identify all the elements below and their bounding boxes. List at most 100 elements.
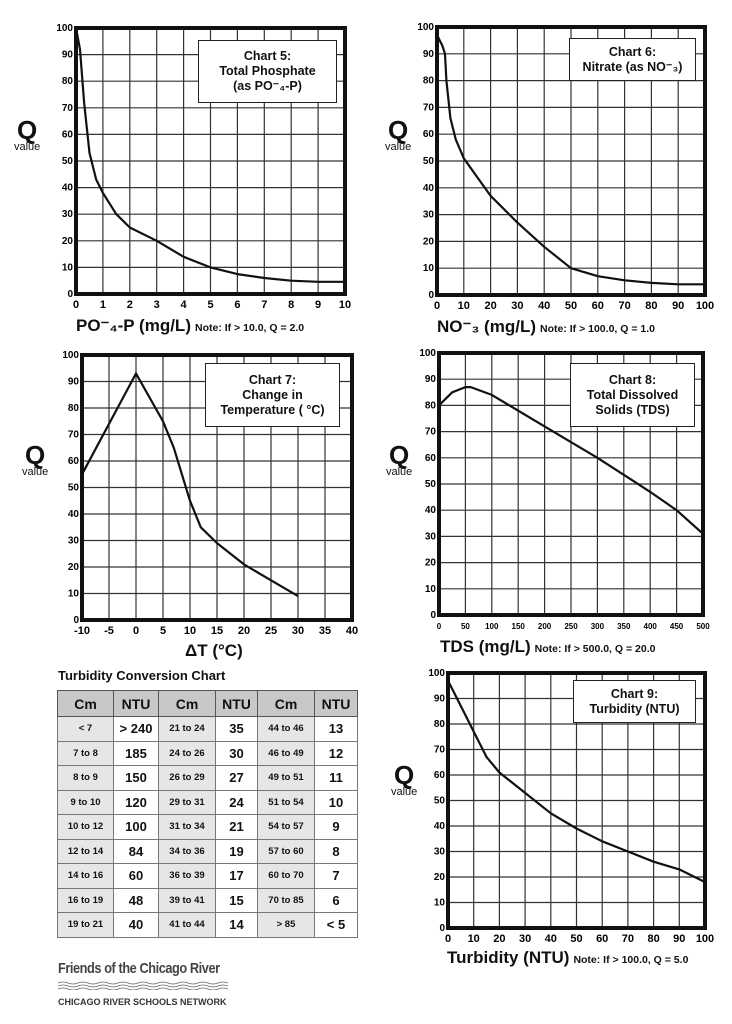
x-tick-label: 50: [461, 622, 470, 631]
x-tick-label: 80: [645, 300, 657, 312]
x-tick-label: 450: [670, 622, 684, 631]
x-tick-label: 4: [181, 299, 188, 311]
y-tick-label: 100: [62, 350, 79, 361]
ntu-cell: 27: [215, 765, 258, 791]
x-tick-label: 15: [211, 625, 223, 637]
y-tick-label: 100: [417, 22, 434, 33]
cm-cell: 34 to 36: [158, 838, 216, 864]
cm-cell: 44 to 46: [257, 716, 315, 742]
y-tick-label: 10: [434, 898, 446, 909]
chart-7-title-box: Chart 7: Change in Temperature ( °C): [205, 363, 340, 427]
x-axis-note: Note: If > 100.0, Q = 5.0: [573, 954, 689, 966]
chart-5-title-box: Chart 5: Total Phosphate (as PO⁻₄-P): [198, 40, 337, 103]
y-tick-label: 70: [62, 103, 74, 114]
x-tick-label: 250: [564, 622, 578, 631]
logo-line1: Friends of the Chicago River: [58, 960, 220, 977]
table-row: 12 to 14 84 34 to 36 19 57 to 60 8: [57, 838, 358, 864]
ntu-cell: 19: [215, 838, 258, 864]
table-header-cm: Cm: [57, 690, 114, 717]
ntu-cell: 185: [113, 740, 159, 766]
y-tick-label: 20: [423, 236, 435, 247]
chart-8-title-box: Chart 8: Total Dissolved Solids (TDS): [570, 363, 695, 427]
chart-title-line: Total Phosphate: [219, 64, 316, 78]
x-tick-label: 40: [538, 300, 550, 312]
ntu-cell: 8: [314, 838, 358, 864]
ntu-cell: 10: [314, 789, 358, 815]
table-header-cm: Cm: [158, 690, 216, 717]
cm-cell: 29 to 31: [158, 789, 216, 815]
y-tick-label: 70: [68, 430, 80, 441]
y-tick-label: 50: [423, 156, 435, 167]
x-tick-label: 70: [622, 933, 634, 945]
x-tick-label: 0: [73, 299, 79, 311]
y-tick-label: 0: [439, 923, 445, 934]
x-axis-note: Note: If > 10.0, Q = 2.0: [194, 322, 305, 334]
x-tick-label: 40: [346, 625, 358, 637]
x-tick-label: 0: [434, 300, 440, 312]
ntu-cell: 24: [215, 789, 258, 815]
x-tick-label: 400: [644, 622, 658, 631]
x-tick-label: -10: [74, 625, 90, 637]
x-tick-label: 10: [339, 299, 351, 311]
x-tick-label: 20: [484, 300, 496, 312]
x-tick-label: 100: [485, 622, 499, 631]
x-axis-label: Turbidity (NTU) Note: If > 100.0, Q = 5.0: [447, 948, 688, 970]
y-tick-label: 80: [423, 76, 435, 87]
chart-title-line: Temperature ( °C): [220, 402, 325, 417]
ntu-cell: 120: [113, 789, 159, 815]
cm-cell: 60 to 70: [257, 863, 315, 889]
ntu-cell: 17: [215, 863, 258, 889]
ntu-cell: 9: [314, 814, 358, 840]
y-tick-label: 80: [68, 403, 80, 414]
x-tick-label: 60: [596, 933, 608, 945]
turbidity-conversion-table: Cm NTU Cm NTU Cm NTU < 7 > 240 21 to 24 35 44 to …: [57, 690, 358, 938]
y-tick-label: 20: [425, 558, 437, 569]
ntu-cell: 12: [314, 740, 358, 766]
y-tick-label: 100: [56, 23, 73, 34]
chart-title-line: Turbidity (NTU): [589, 701, 680, 716]
x-axis-title: Turbidity (NTU): [447, 948, 570, 967]
plot-frame: [435, 25, 707, 297]
x-tick-label: 20: [238, 625, 250, 637]
chart-title-line: Nitrate (as NO⁻₃): [582, 59, 683, 74]
x-axis-note: Note: If > 500.0, Q = 20.0: [534, 643, 656, 655]
x-tick-label: 20: [493, 933, 505, 945]
chart-title-line: Chart 7:: [248, 372, 297, 387]
x-tick-label: 100: [696, 300, 714, 312]
cm-cell: 21 to 24: [158, 716, 216, 742]
table-row: < 7 > 240 21 to 24 35 44 to 46 13: [57, 716, 358, 742]
x-axis-label: ΔT (°C): [185, 641, 243, 662]
table-row: 16 to 19 48 39 to 41 15 70 to 85 6: [57, 887, 358, 913]
x-tick-label: 300: [591, 622, 605, 631]
y-axis-title: Q: [25, 440, 46, 470]
y-tick-label: 20: [68, 562, 80, 573]
x-tick-label: 35: [319, 625, 331, 637]
x-tick-label: -5: [104, 625, 114, 637]
y-axis-title: Q: [388, 115, 409, 145]
x-tick-label: 8: [288, 299, 294, 311]
chart-title-line: (as PO⁻₄-P): [233, 79, 302, 93]
y-tick-label: 80: [62, 76, 74, 87]
ntu-cell: 60: [113, 863, 159, 889]
y-tick-label: 30: [434, 847, 446, 858]
y-tick-label: 50: [425, 479, 437, 490]
x-tick-label: 0: [133, 625, 139, 637]
y-tick-label: 90: [423, 49, 435, 60]
plot-frame: [437, 351, 705, 617]
ntu-cell: 30: [215, 740, 258, 766]
chart-title-line: Total Dissolved: [586, 387, 679, 402]
x-tick-label: 6: [234, 299, 240, 311]
turbidity-table-title: Turbidity Conversion Chart: [58, 668, 226, 683]
x-tick-label: 60: [592, 300, 604, 312]
x-tick-label: 3: [154, 299, 160, 311]
y-tick-label: 20: [62, 236, 74, 247]
y-tick-label: 40: [434, 821, 446, 832]
cm-cell: 51 to 54: [257, 789, 315, 815]
cm-cell: 10 to 12: [57, 814, 114, 840]
y-tick-label: 10: [62, 262, 74, 273]
x-tick-label: 30: [292, 625, 304, 637]
x-axis-label: PO⁻₄-P (mg/L) Note: If > 10.0, Q = 2.0: [76, 316, 304, 338]
y-tick-label: 30: [62, 209, 74, 220]
